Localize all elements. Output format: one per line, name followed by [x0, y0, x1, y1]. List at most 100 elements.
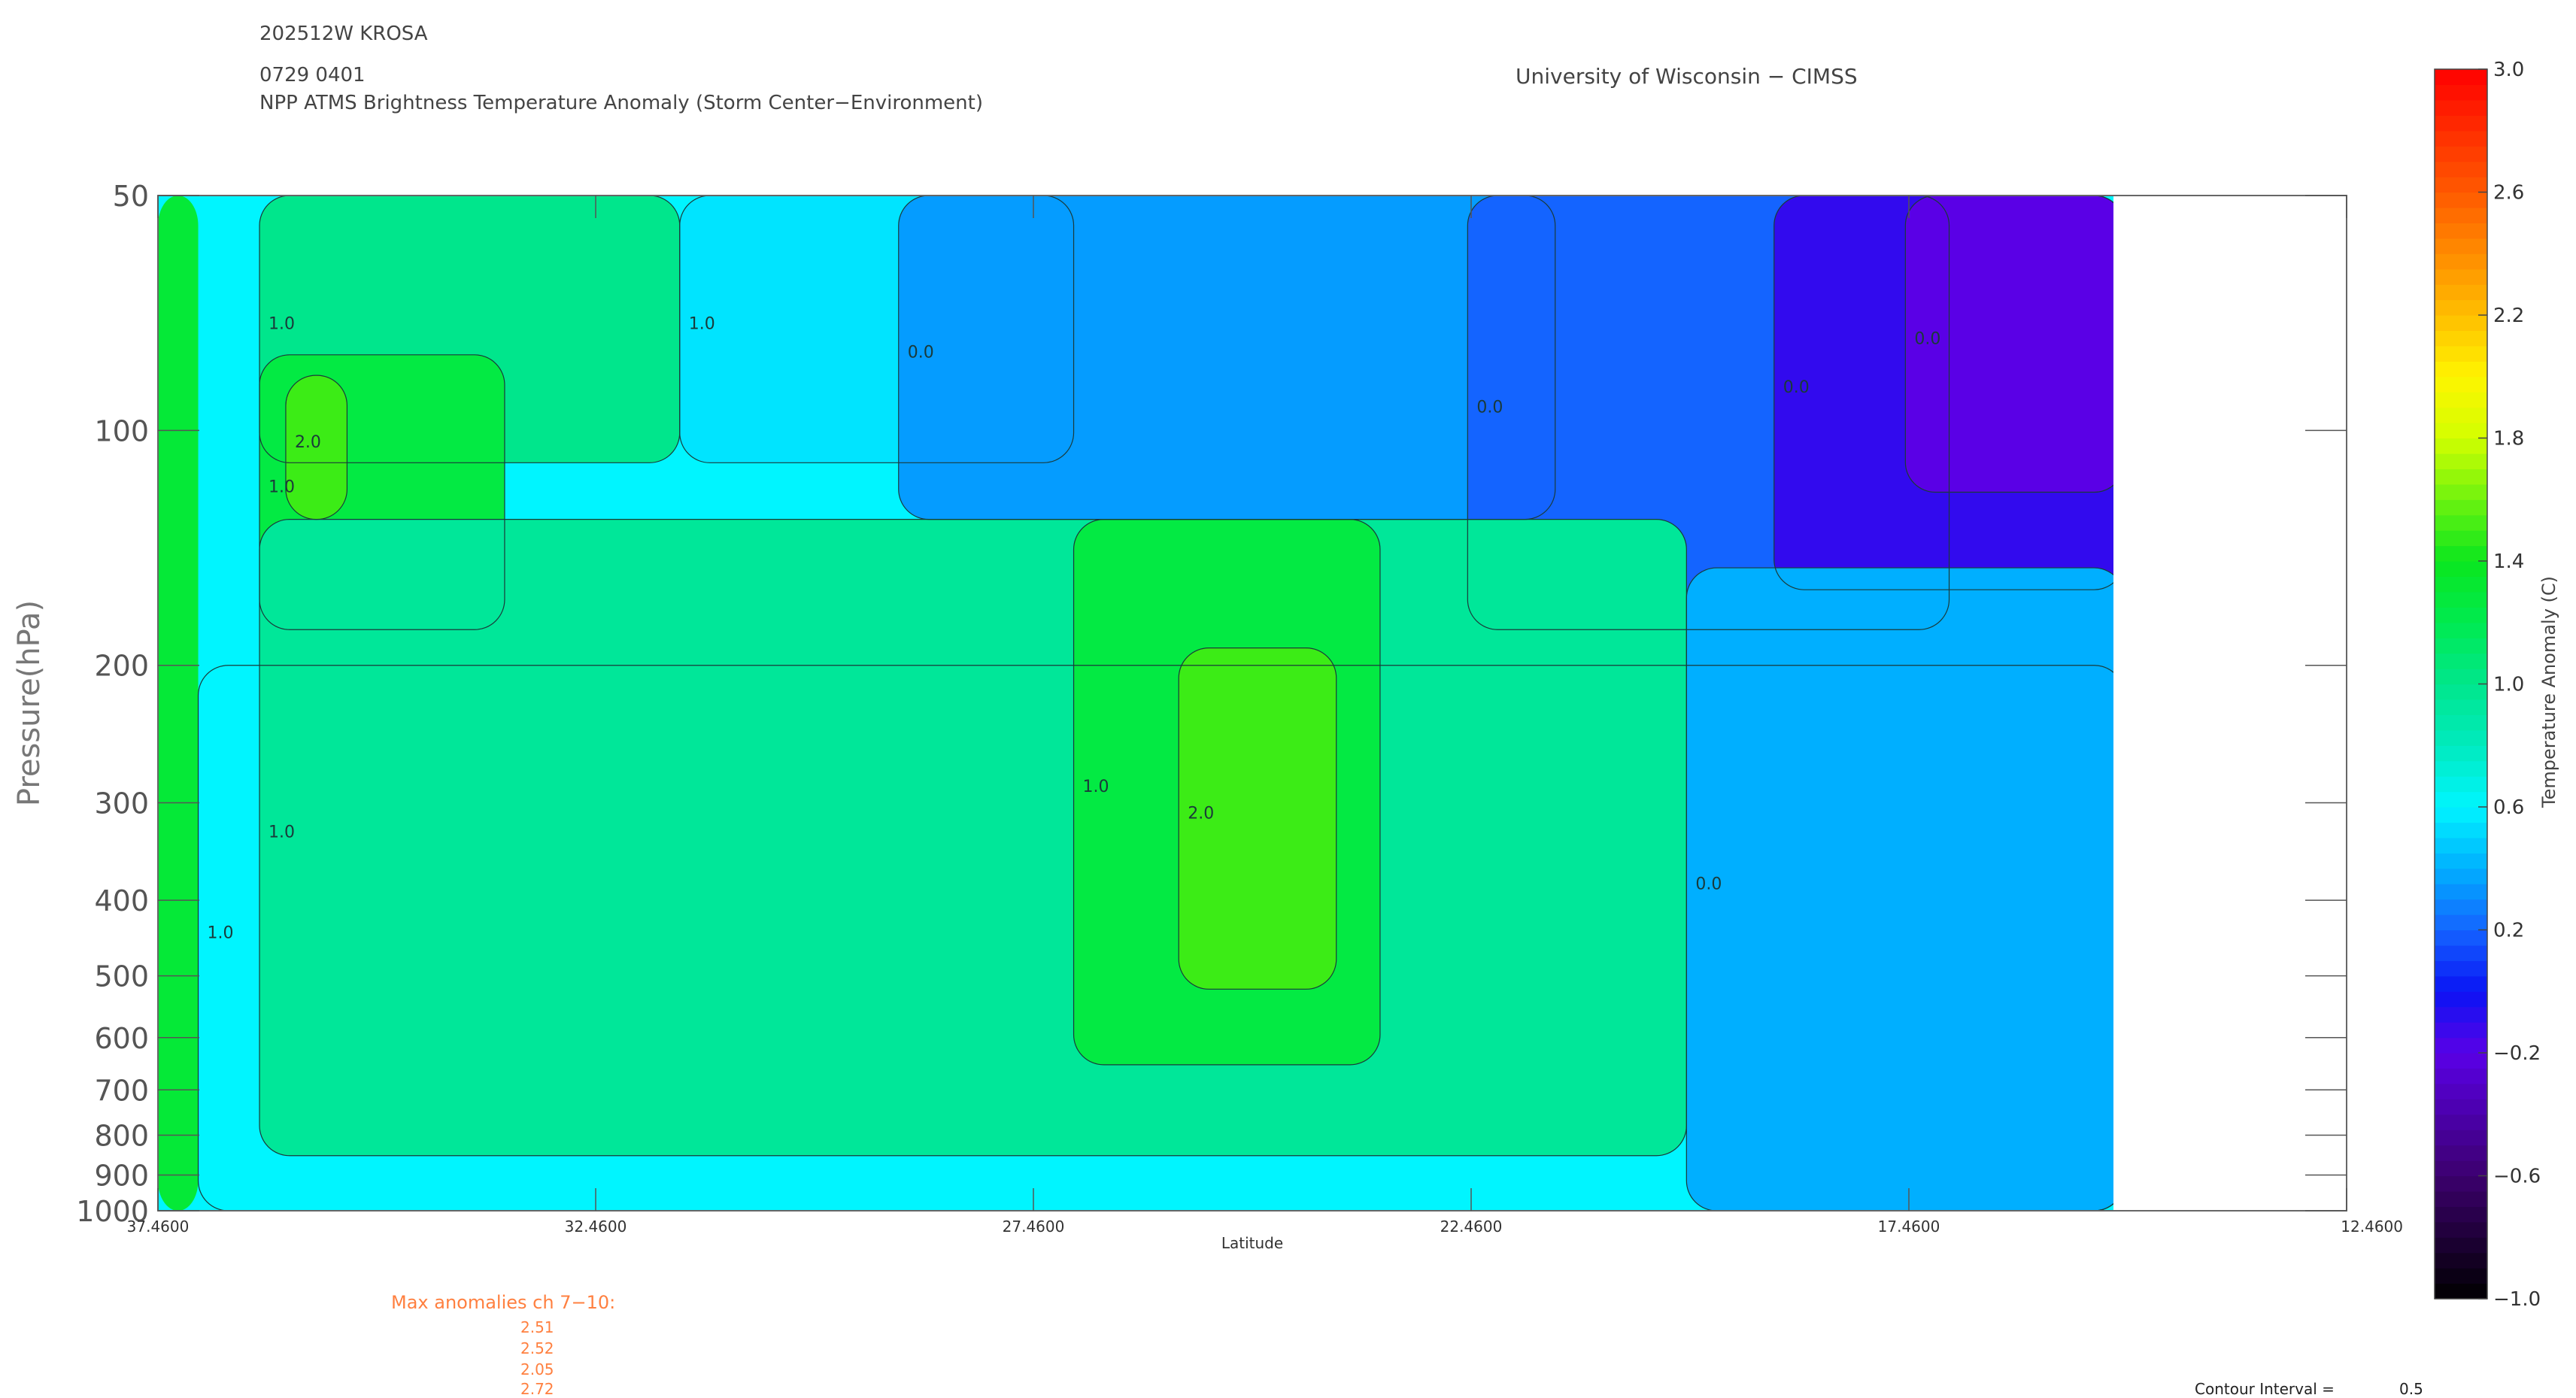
colorbar-segment — [2435, 223, 2487, 239]
colorbar-segment — [2435, 84, 2487, 101]
colorbar-segment — [2435, 1006, 2487, 1023]
colorbar-segment — [2435, 760, 2487, 777]
x-tick-label: 12.4600 — [2341, 1218, 2403, 1236]
colorbar-segment — [2435, 238, 2487, 254]
institution-credit: University of Wisconsin − CIMSS — [1516, 64, 1858, 89]
colorbar-segment — [2435, 1145, 2487, 1161]
colorbar-segment — [2435, 991, 2487, 1008]
colorbar-segment — [2435, 837, 2487, 854]
colorbar-segment — [2435, 438, 2487, 454]
contour-label: 1.0 — [269, 315, 295, 334]
colorbar-tick-label: −0.6 — [2493, 1166, 2541, 1188]
colorbar-segment — [2435, 884, 2487, 900]
heatmap-cell — [898, 196, 1555, 520]
x-tick-label: 37.4600 — [127, 1218, 190, 1236]
heatmap-cell — [1179, 647, 1337, 990]
colorbar-segment — [2435, 638, 2487, 654]
contour-interval-value: 0.5 — [2399, 1380, 2423, 1398]
heatmap-field — [158, 196, 2113, 1211]
colorbar-segment — [2435, 822, 2487, 838]
plot-frame — [157, 195, 2347, 1211]
colorbar-segment — [2435, 929, 2487, 946]
max-anomaly-value: 2.52 — [520, 1339, 554, 1357]
heatmap-cell — [259, 519, 1687, 1156]
colorbar-segment — [2435, 653, 2487, 669]
colorbar-tick-label: 0.6 — [2493, 796, 2524, 819]
max-anomaly-value: 2.51 — [520, 1318, 554, 1336]
colorbar-segment — [2435, 853, 2487, 869]
colorbar-segment — [2435, 207, 2487, 223]
colorbar-segment — [2435, 253, 2487, 270]
contour-label: 0.0 — [1914, 329, 1940, 348]
colorbar-segment — [2435, 1190, 2487, 1207]
contour-line — [679, 196, 1075, 463]
colorbar-label: Temperature Anomaly (C) — [2538, 576, 2559, 808]
colorbar-segment — [2435, 1160, 2487, 1177]
contour-label: 2.0 — [1188, 804, 1214, 823]
colorbar-segment — [2435, 146, 2487, 162]
colorbar-segment — [2435, 945, 2487, 961]
colorbar-segment — [2435, 423, 2487, 439]
y-axis-label: Pressure(hPa) — [12, 600, 47, 806]
contour-label: 1.0 — [269, 823, 295, 842]
y-tick-label: 1000 — [76, 1195, 149, 1228]
colorbar-segment — [2435, 392, 2487, 408]
contour-lines: 1.0 1.0 2.0 1.0 0.0 0.0 0.0 0.0 1.0 1.0 1.0 2.0 0.0 — [197, 196, 2113, 1211]
colorbar-segment — [2435, 684, 2487, 700]
contour-label: 0.0 — [1476, 399, 1503, 417]
contour-line — [1904, 196, 2113, 493]
colorbar-segment — [2435, 914, 2487, 931]
contour-line — [1685, 567, 2113, 1211]
colorbar-segment — [2435, 284, 2487, 301]
colorbar-tick-label: 0.2 — [2493, 920, 2524, 942]
colorbar-segment — [2435, 1268, 2487, 1284]
contour-label: 1.0 — [208, 923, 234, 942]
contour-label: 1.0 — [689, 315, 715, 334]
colorbar-tick-label: 2.2 — [2493, 305, 2524, 327]
heatmap-cell — [1686, 568, 2113, 1211]
colorbar-segment — [2435, 1221, 2487, 1238]
colorbar-segment — [2435, 669, 2487, 685]
colorbar-segment — [2435, 1037, 2487, 1054]
colorbar-segment — [2435, 899, 2487, 915]
colorbar-tick-label: 1.4 — [2493, 550, 2524, 573]
y-tick-label: 500 — [94, 960, 149, 993]
colorbar-segment — [2435, 1053, 2487, 1069]
colorbar-segment — [2435, 99, 2487, 116]
colorbar-segment — [2435, 1083, 2487, 1099]
storm-id: 202512W KROSA — [259, 23, 428, 45]
y-tick-label: 100 — [94, 414, 149, 447]
colorbar-segment — [2435, 607, 2487, 623]
contour-line — [1773, 196, 2113, 590]
colorbar-tick-label: 1.8 — [2493, 428, 2524, 450]
colorbar-segment — [2435, 484, 2487, 500]
colorbar-segment — [2435, 315, 2487, 332]
colorbar-segment — [2435, 1252, 2487, 1269]
max-anomaly-value: 2.05 — [520, 1360, 554, 1378]
colorbar-segment — [2435, 1130, 2487, 1146]
y-tick-label: 300 — [94, 787, 149, 820]
colorbar-segment — [2435, 453, 2487, 469]
colorbar-segment — [2435, 530, 2487, 547]
contour-interval-label: Contour Interval = — [2195, 1380, 2335, 1398]
colorbar-tick-label: −0.2 — [2493, 1042, 2541, 1065]
colorbar-segment — [2435, 1114, 2487, 1130]
colorbar-segment — [2435, 1206, 2487, 1223]
colorbar-tick-label: 2.6 — [2493, 182, 2524, 205]
colorbar-segment — [2435, 1022, 2487, 1039]
colorbar-segment — [2435, 591, 2487, 608]
colorbar-segment — [2435, 299, 2487, 316]
colorbar-segment — [2435, 330, 2487, 347]
colorbar-segment — [2435, 545, 2487, 562]
colorbar-segment — [2435, 115, 2487, 132]
contour-line — [1467, 196, 1950, 630]
heatmap-cell — [285, 375, 347, 520]
colorbar-segment — [2435, 1099, 2487, 1115]
colorbar-segment — [2435, 1068, 2487, 1084]
contour-line — [1178, 647, 1337, 990]
x-axis-label: Latitude — [1221, 1234, 1283, 1252]
observation-datetime: 0729 0401 — [259, 64, 366, 86]
colorbar-segment — [2435, 469, 2487, 485]
x-tick-label: 17.4600 — [1878, 1218, 1940, 1236]
